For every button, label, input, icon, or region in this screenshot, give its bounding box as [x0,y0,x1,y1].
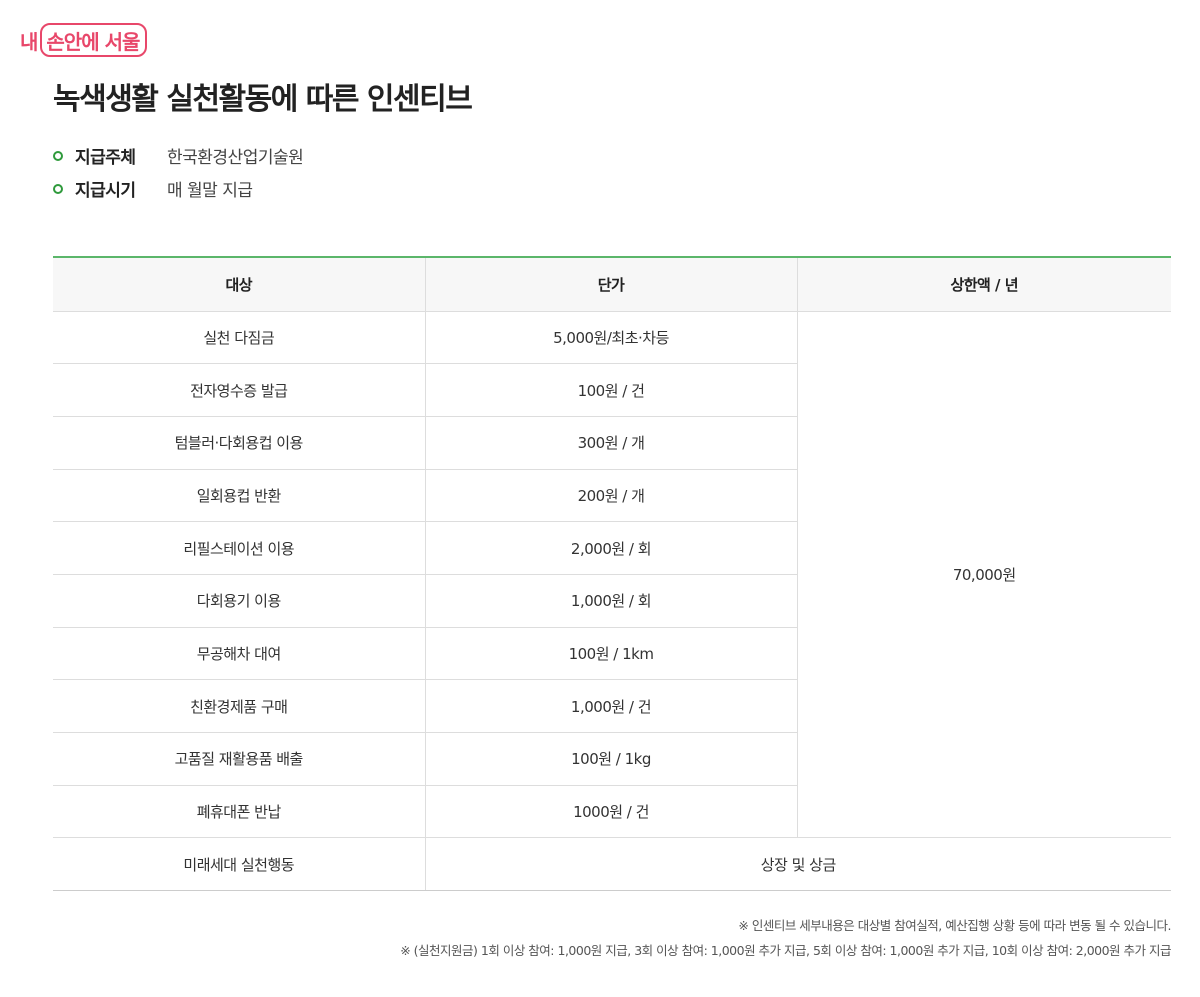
table-row: 실천 다짐금 5,000원/최초·차등 70,000원 [53,311,1171,839]
info-row: 지급주체 한국환경산업기술원 [53,143,304,168]
info-value: 한국환경산업기술원 [167,148,304,168]
info-row: 지급시기 매 월말 지급 [53,176,253,201]
info-value: 매 월말 지급 [167,181,253,201]
cell-target: 무공해차 대여 [53,627,425,681]
incentive-table: 대상 단가 상한액 / 년 실천 다짐금 5,000원/최초·차등 70,000원 전… [53,256,1171,892]
cell-price: 100원 / 건 [424,363,797,417]
table-row: 무공해차 대여 100원 / 1km [53,627,1171,681]
header-price: 단가 [424,257,797,312]
footnote: ※ 인센티브 세부내용은 대상별 참여실적, 예산집행 상황 등에 따라 변동 … [738,918,1171,933]
header-target: 대상 [53,257,425,312]
cell-limit: 70,000원 [796,311,1171,839]
cell-reward: 상장 및 상금 [424,837,1171,892]
bullet-icon [53,183,63,194]
logo-boxed: 손안에 서울 [40,23,148,57]
page-title: 녹색생활 실천활동에 따른 인센티브 [53,82,473,117]
header-limit: 상한액 / 년 [796,257,1171,312]
cell-target: 고품질 재활용품 배출 [53,732,425,786]
table-row: 고품질 재활용품 배출 100원 / 1kg [53,732,1171,786]
cell-target: 다회용기 이용 [53,574,425,628]
cell-price: 100원 / 1kg [424,732,797,786]
cell-target: 일회용컵 반환 [53,469,425,523]
table-row: 미래세대 실천행동 상장 및 상금 [53,837,1171,892]
cell-target: 리필스테이션 이용 [53,521,425,575]
cell-target: 실천 다짐금 [53,311,425,365]
table-row: 친환경제품 구매 1,000원 / 건 [53,679,1171,733]
table-row: 텀블러·다회용컵 이용 300원 / 개 [53,416,1171,470]
cell-price: 5,000원/최초·차등 [424,311,797,365]
cell-target: 친환경제품 구매 [53,679,425,733]
cell-price: 200원 / 개 [424,469,797,523]
info-label: 지급시기 [75,181,136,201]
cell-price: 300원 / 개 [424,416,797,470]
cell-price: 2,000원 / 회 [424,521,797,575]
table-row: 다회용기 이용 1,000원 / 회 [53,574,1171,628]
cell-price: 1000원 / 건 [424,785,797,839]
logo: 내 손안에 서울 [20,22,148,58]
logo-prefix: 내 [20,29,38,54]
footnote: ※ (실천지원금) 1회 이상 참여: 1,000원 지급, 3회 이상 참여:… [400,943,1171,958]
table-row: 폐휴대폰 반납 1000원 / 건 [53,785,1171,839]
info-label: 지급주체 [75,148,136,168]
cell-target: 폐휴대폰 반납 [53,785,425,839]
cell-target: 전자영수증 발급 [53,363,425,417]
cell-price: 100원 / 1km [424,627,797,681]
cell-price: 1,000원 / 건 [424,679,797,733]
bullet-icon [53,150,63,161]
cell-price: 1,000원 / 회 [424,574,797,628]
table-row: 리필스테이션 이용 2,000원 / 회 [53,521,1171,575]
table-row: 전자영수증 발급 100원 / 건 [53,363,1171,417]
cell-target: 미래세대 실천행동 [53,837,425,892]
cell-target: 텀블러·다회용컵 이용 [53,416,425,470]
table-row: 일회용컵 반환 200원 / 개 [53,469,1171,523]
